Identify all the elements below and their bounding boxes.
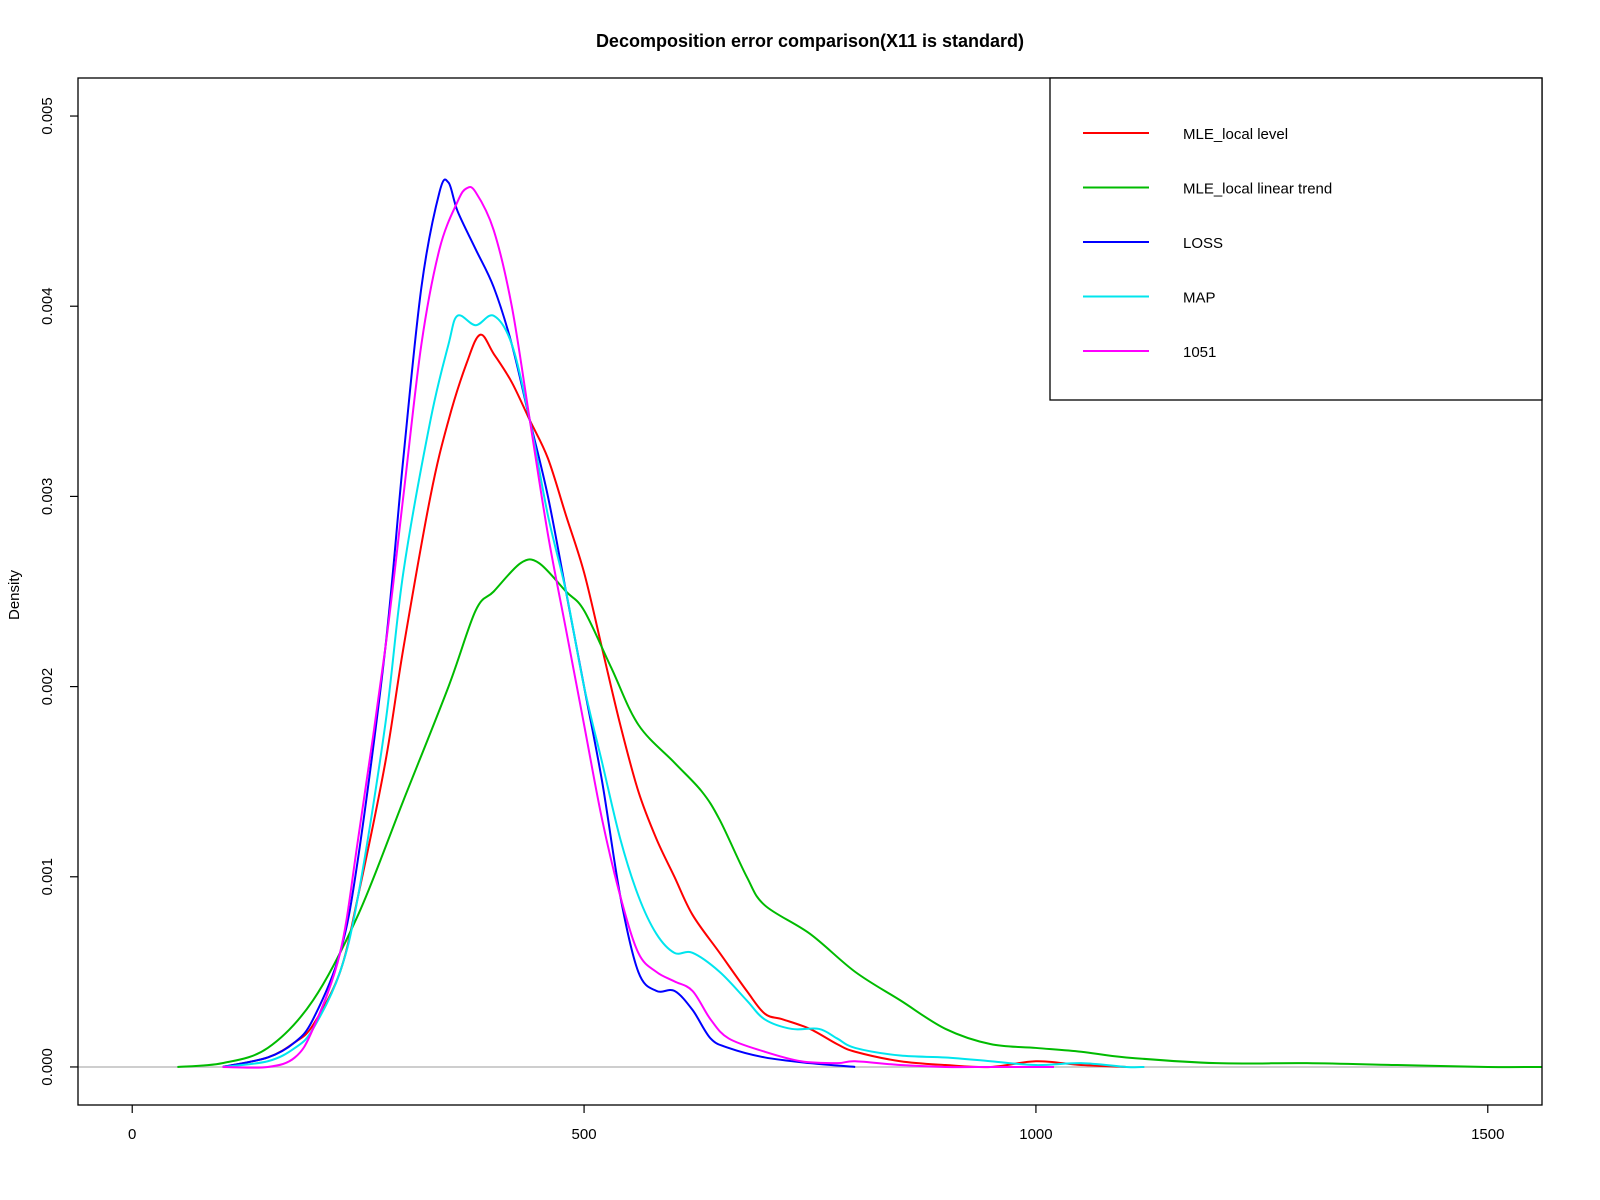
y-tick-label: 0.003 [39,478,56,516]
series-line-mle-local-linear-trend [177,558,1543,1069]
x-tick-label: 500 [572,1126,597,1143]
y-axis-label: Density [6,569,23,620]
series-line-1051 [222,185,1054,1069]
axes-layer: 0 500 1000 1500 0.000 0.001 0.002 0.003 0.004 0.0… [39,97,1504,1143]
y-tick-label: 0.005 [39,97,56,135]
y-tick-label: 0.000 [39,1048,56,1086]
legend-label: MAP [1183,290,1216,307]
y-tick-label: 0.004 [39,287,56,325]
plot-frame [77,77,1543,1106]
series-line-map [222,314,1145,1069]
series-layer [177,178,1543,1069]
y-tick-label: 0.002 [39,668,56,706]
legend-label: MLE_local linear trend [1183,181,1332,198]
y-tick-label: 0.001 [39,858,56,896]
legend-label: MLE_local level [1183,126,1288,143]
legend-box [1049,77,1543,401]
x-tick-label: 1000 [1019,1126,1052,1143]
legend: MLE_local level MLE_local linear trend LOS… [1049,77,1543,401]
chart-title: Decomposition error comparison(X11 is st… [596,31,1024,51]
x-tick-label: 1500 [1471,1126,1504,1143]
legend-label: LOSS [1183,235,1223,252]
series-line-mle-local-level [222,333,1127,1069]
legend-label: 1051 [1183,344,1216,361]
x-tick-label: 0 [128,1126,136,1143]
